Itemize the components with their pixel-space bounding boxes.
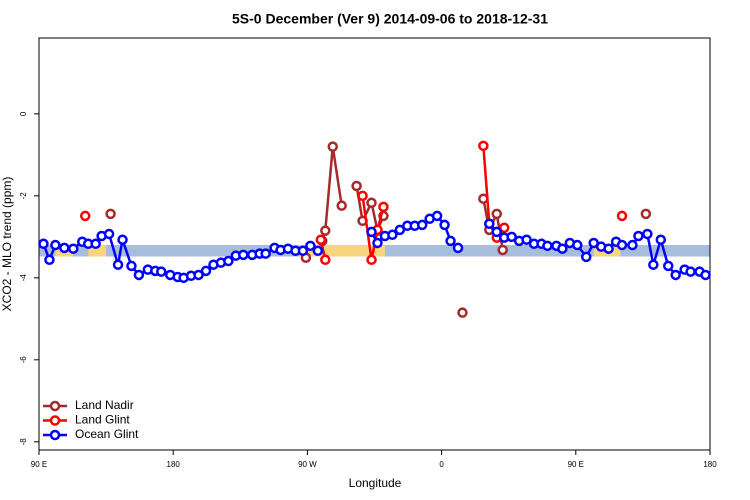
point <box>315 234 327 245</box>
point <box>105 208 116 220</box>
point <box>366 197 377 209</box>
point <box>90 238 101 250</box>
point <box>297 245 309 257</box>
point <box>670 269 681 281</box>
point <box>394 224 406 236</box>
point <box>478 193 489 204</box>
x-tick-label: 0 <box>439 460 444 469</box>
point <box>156 266 167 277</box>
point <box>491 226 503 238</box>
point <box>200 265 212 277</box>
x-tick-label: 90 W <box>298 460 317 469</box>
legend-label: Land Glint <box>75 413 130 427</box>
point <box>133 269 145 281</box>
land-band <box>88 245 107 257</box>
point <box>655 234 667 245</box>
point <box>700 269 711 281</box>
legend-label: Ocean Glint <box>75 427 139 441</box>
point <box>542 240 553 252</box>
x-tick-label: 180 <box>167 460 181 469</box>
y-tick-label: -6 <box>19 356 28 364</box>
point <box>305 240 316 252</box>
point <box>498 222 510 234</box>
point <box>416 219 428 231</box>
point <box>662 260 674 272</box>
point <box>580 251 592 263</box>
point <box>431 210 443 222</box>
point <box>616 239 628 251</box>
point <box>491 208 503 220</box>
point <box>484 218 495 229</box>
point <box>366 254 377 266</box>
x-axis-title: Longitude <box>349 476 402 490</box>
point <box>238 249 249 261</box>
point <box>327 141 338 152</box>
point <box>640 208 652 220</box>
point <box>50 239 61 251</box>
point <box>572 239 583 251</box>
legend-marker <box>49 400 61 412</box>
point <box>126 260 137 272</box>
point <box>452 242 464 254</box>
point <box>366 226 377 238</box>
y-tick-label: -8 <box>19 438 28 446</box>
point <box>478 140 489 152</box>
point <box>38 238 49 250</box>
point <box>445 235 456 247</box>
point <box>648 259 659 270</box>
point <box>357 190 368 202</box>
land-band <box>299 245 385 257</box>
point <box>320 225 331 236</box>
y-tick-label: -4 <box>19 274 28 282</box>
point <box>506 231 517 243</box>
point <box>336 200 347 211</box>
y-axis-title: XCO2 - MLO trend (ppm) <box>0 177 14 312</box>
point <box>68 243 79 254</box>
x-tick-label: 90 E <box>31 460 47 469</box>
legend-marker <box>49 429 61 441</box>
point <box>457 307 468 318</box>
point <box>387 229 398 241</box>
point <box>59 242 70 254</box>
point <box>642 228 653 240</box>
chart-title: 5S-0 December (Ver 9) 2014-09-06 to 2018… <box>232 11 548 27</box>
point <box>103 228 115 240</box>
y-tick-label: -2 <box>19 192 28 200</box>
point <box>616 210 628 222</box>
point <box>685 266 696 277</box>
point <box>627 239 638 251</box>
point <box>112 259 124 270</box>
point <box>633 230 644 242</box>
point <box>557 243 568 254</box>
x-tick-label: 180 <box>703 460 717 469</box>
point <box>312 245 324 257</box>
point <box>44 254 55 266</box>
point <box>193 269 204 281</box>
point <box>260 248 271 259</box>
point <box>497 244 508 256</box>
point <box>378 201 389 213</box>
point <box>79 210 91 222</box>
point <box>320 254 331 266</box>
legend-marker <box>49 415 61 426</box>
legend-label: Land Nadir <box>75 398 134 412</box>
point <box>372 237 383 249</box>
y-tick-label: 0 <box>19 111 28 116</box>
point <box>223 255 234 267</box>
point <box>521 234 532 245</box>
point <box>603 243 614 254</box>
point <box>117 234 128 245</box>
point <box>351 180 362 192</box>
point <box>439 219 450 231</box>
x-tick-label: 90 E <box>568 460 584 469</box>
